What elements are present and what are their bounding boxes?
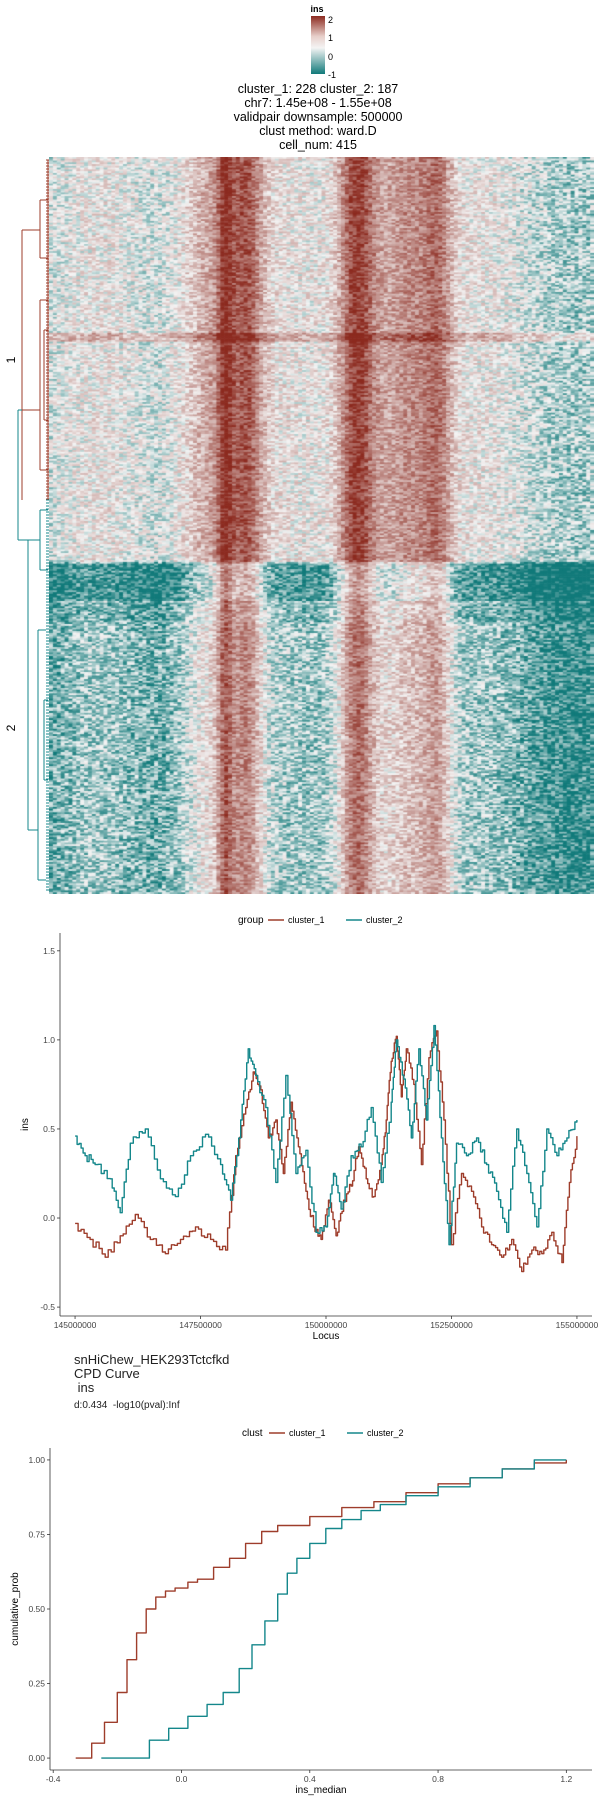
y-axis-label: cumulative_prob <box>10 1572 21 1646</box>
legend-title: clust <box>242 1428 263 1439</box>
chart-legend: group cluster_1 cluster_2 <box>238 915 403 926</box>
legend-tick: 2 <box>328 15 333 25</box>
legend-label: cluster_1 <box>289 1428 326 1438</box>
x-tick-label: 150000000 <box>305 1320 348 1330</box>
y-tick-label: 1.5 <box>43 946 55 956</box>
legend-tick: -1 <box>328 70 336 80</box>
x-tick-label: 1.2 <box>560 1774 572 1784</box>
legend-title: group <box>238 915 264 926</box>
y-tick-label: -0.5 <box>40 1302 55 1312</box>
cpd-subtitle: CPD Curve <box>74 1366 140 1381</box>
x-tick-label: 147500000 <box>179 1320 222 1330</box>
row-group-label: 1 <box>4 356 18 363</box>
heatmap-figure: ins 2 1 0 -1 cluster_1: 228 cluster_2: 1… <box>4 4 594 894</box>
y-tick-label: 0.0 <box>43 1213 55 1223</box>
color-legend: ins 2 1 0 -1 <box>310 4 336 80</box>
legend-colorbar <box>311 16 325 74</box>
cpd-stats: d:0.434 -log10(pval):Inf <box>74 1400 180 1411</box>
title-line: cluster_1: 228 cluster_2: 187 <box>238 82 399 96</box>
y-axis-label: ins <box>20 1118 31 1131</box>
x-tick-label: 0.4 <box>304 1774 316 1784</box>
x-tick-label: 152500000 <box>430 1320 473 1330</box>
title-line: validpair downsample: 500000 <box>234 110 403 124</box>
legend-tick: 0 <box>328 52 333 62</box>
x-tick-label: 0.0 <box>176 1774 188 1784</box>
cpd-title: snHiChew_HEK293Tctcfkd <box>74 1352 230 1367</box>
cpd-header: snHiChew_HEK293Tctcfkd CPD Curve ins d:0… <box>74 1353 229 1413</box>
y-tick-label: 0.25 <box>28 1679 45 1689</box>
row-group-label: 2 <box>4 724 18 731</box>
cpd-cumulative-chart: clust cluster_1 cluster_2 0.00 0.25 0.50 0.75 1… <box>10 1428 592 1796</box>
y-tick-label: 1.00 <box>28 1455 45 1465</box>
heatmap-title: cluster_1: 228 cluster_2: 187 chr7: 1.45… <box>234 82 403 152</box>
x-tick-label: -0.4 <box>46 1774 61 1784</box>
chart-legend: clust cluster_1 cluster_2 <box>242 1428 404 1439</box>
title-line: cell_num: 415 <box>279 138 357 152</box>
y-tick-label: 0.50 <box>28 1604 45 1614</box>
legend-label: cluster_1 <box>288 915 325 925</box>
heatmap-body <box>49 157 594 894</box>
title-line: chr7: 1.45e+08 - 1.55e+08 <box>244 96 391 110</box>
x-axis-label: ins_median <box>295 1785 346 1796</box>
dendrogram <box>17 159 49 891</box>
legend-label: cluster_2 <box>367 1428 404 1438</box>
y-tick-label: 1.0 <box>43 1035 55 1045</box>
series-line-cluster_2 <box>75 1024 578 1246</box>
series-line-cluster_2 <box>101 1459 567 1759</box>
title-line: clust method: ward.D <box>259 124 376 138</box>
legend-label: cluster_2 <box>366 915 403 925</box>
series-line-cluster_1 <box>75 1030 578 1273</box>
x-tick-label: 0.8 <box>432 1774 444 1784</box>
x-tick-label: 145000000 <box>54 1320 97 1330</box>
y-tick-label: 0.75 <box>28 1529 45 1539</box>
y-tick-label: 0.5 <box>43 1124 55 1134</box>
ins-line-chart: group cluster_1 cluster_2 -0.5 0.0 0.5 1.0 1.5 1… <box>20 915 599 1342</box>
cpd-subtitle: ins <box>74 1380 95 1395</box>
x-tick-label: 155000000 <box>556 1320 599 1330</box>
legend-tick: 1 <box>328 33 333 43</box>
legend-title: ins <box>310 4 323 14</box>
x-axis-label: Locus <box>313 1331 340 1342</box>
y-tick-label: 0.00 <box>28 1753 45 1763</box>
series-line-cluster_1 <box>75 1459 567 1759</box>
